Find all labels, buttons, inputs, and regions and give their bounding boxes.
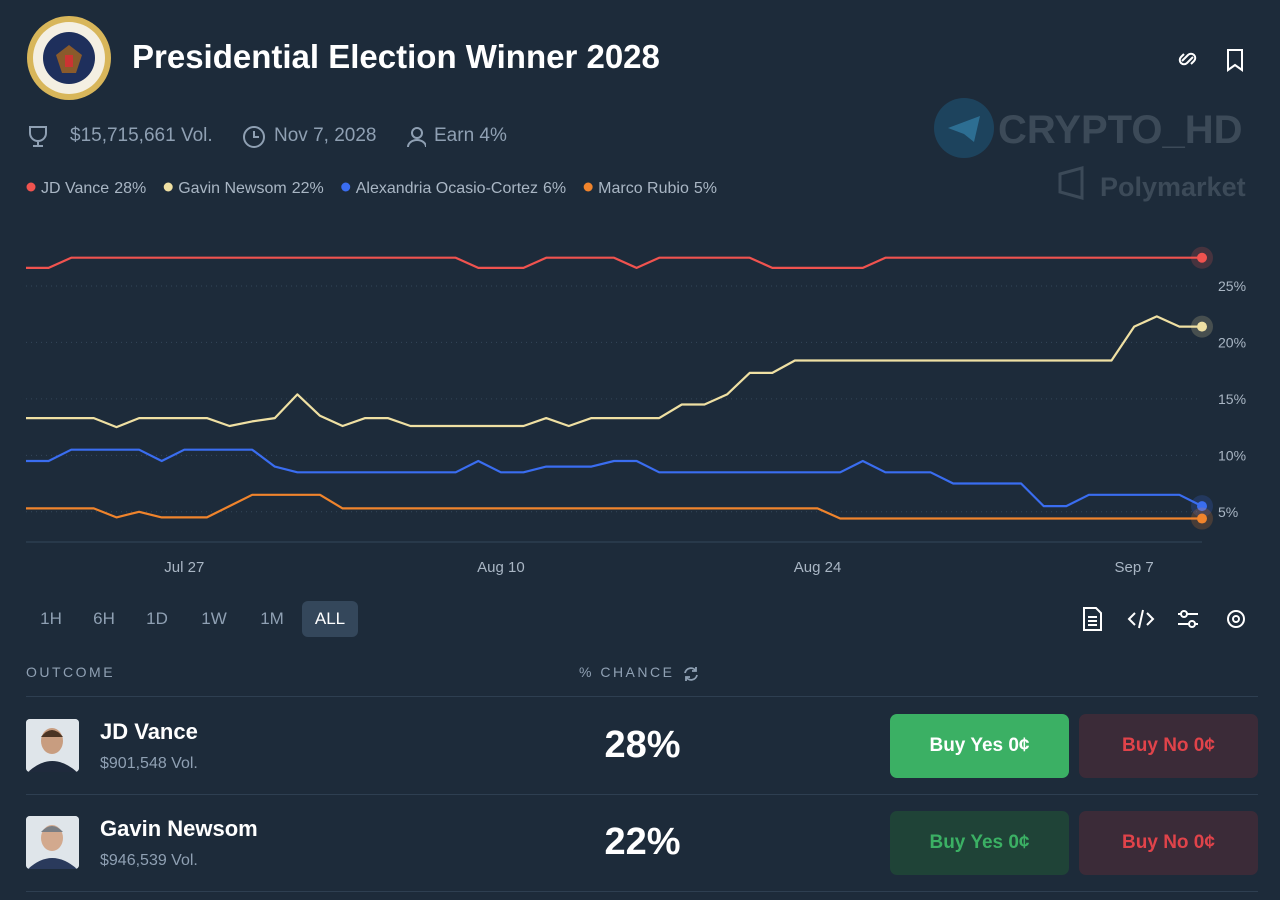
legend-name: Marco Rubio (598, 180, 689, 197)
chart-tools[interactable] (1080, 606, 1250, 632)
y-tick-label: 10% (1218, 447, 1246, 463)
watermark: CRYPTO_HD Polymarket (934, 98, 1246, 202)
separator (26, 696, 1258, 697)
outcome-chance: 22% (604, 821, 681, 863)
market-title: Presidential Election Winner 2028 (132, 38, 660, 75)
legend-name: Alexandria Ocasio-Cortez (356, 180, 538, 197)
watermark-brand: Polymarket (1100, 172, 1246, 202)
end-dot (1197, 252, 1207, 263)
outcome-header: OUTCOME (26, 664, 116, 680)
range-button[interactable]: ALL (302, 601, 358, 637)
x-tick-label: Sep 7 (1115, 559, 1154, 576)
chart: JD Vance 28% Gavin Newsom 22% Alexandria Oca… (26, 180, 1246, 576)
seal-logo (27, 16, 111, 100)
outcome-volume: $901,548 Vol. (100, 755, 198, 772)
outcome-chance: 28% (604, 724, 681, 766)
x-tick-label: Aug 24 (794, 559, 842, 576)
legend-dot (583, 182, 593, 192)
series-line (26, 448, 1203, 508)
legend-name: JD Vance (41, 180, 109, 197)
range-button[interactable]: 1M (260, 609, 284, 628)
legend-dot (341, 182, 351, 192)
y-tick-label: 15% (1218, 391, 1246, 407)
end-dot (1197, 501, 1207, 512)
x-tick-label: Aug 10 (477, 559, 525, 576)
series-line (26, 256, 1202, 270)
y-tick-label: 25% (1218, 278, 1246, 294)
refresh-icon[interactable] (682, 665, 700, 683)
legend-value: 6% (543, 180, 566, 197)
earn: Earn 4% (434, 125, 507, 146)
end-dot (1197, 321, 1207, 332)
separator (26, 794, 1258, 795)
range-button[interactable]: 6H (93, 609, 115, 628)
legend-value: 5% (694, 180, 717, 197)
buy-yes-button[interactable]: Buy Yes 0¢ (890, 811, 1069, 875)
chance-header: % CHANCE (579, 664, 675, 680)
buy-no-button[interactable]: Buy No 0¢ (1079, 714, 1258, 778)
stat-icons (29, 126, 426, 148)
volume: $15,715,661 Vol. (70, 125, 213, 146)
range-button[interactable]: 1H (40, 609, 62, 628)
avatar (26, 816, 79, 869)
legend-name: Gavin Newsom (178, 180, 286, 197)
end-date: Nov 7, 2028 (274, 125, 377, 146)
x-tick-label: Jul 27 (164, 559, 204, 576)
outcome-volume: $946,539 Vol. (100, 852, 198, 869)
legend-value: 22% (292, 180, 324, 197)
outcome-name: Gavin Newsom (100, 816, 258, 841)
y-tick-label: 5% (1218, 504, 1238, 520)
legend-dot (26, 182, 36, 192)
separator (26, 891, 1258, 892)
end-dot (1197, 513, 1207, 524)
legend-value: 28% (114, 180, 146, 197)
watermark-channel: CRYPTO_HD (998, 108, 1243, 152)
buy-no-button[interactable]: Buy No 0¢ (1079, 811, 1258, 875)
range-button[interactable]: 1W (201, 609, 227, 628)
outcome-name: JD Vance (100, 719, 198, 744)
avatar (26, 719, 79, 772)
legend-dot (163, 182, 173, 192)
series-line (26, 315, 1202, 429)
buy-yes-button[interactable]: Buy Yes 0¢ (890, 714, 1069, 778)
y-tick-label: 20% (1218, 334, 1246, 350)
range-button[interactable]: 1D (146, 609, 168, 628)
series-line (26, 493, 1202, 520)
header-icons[interactable] (1176, 47, 1256, 73)
